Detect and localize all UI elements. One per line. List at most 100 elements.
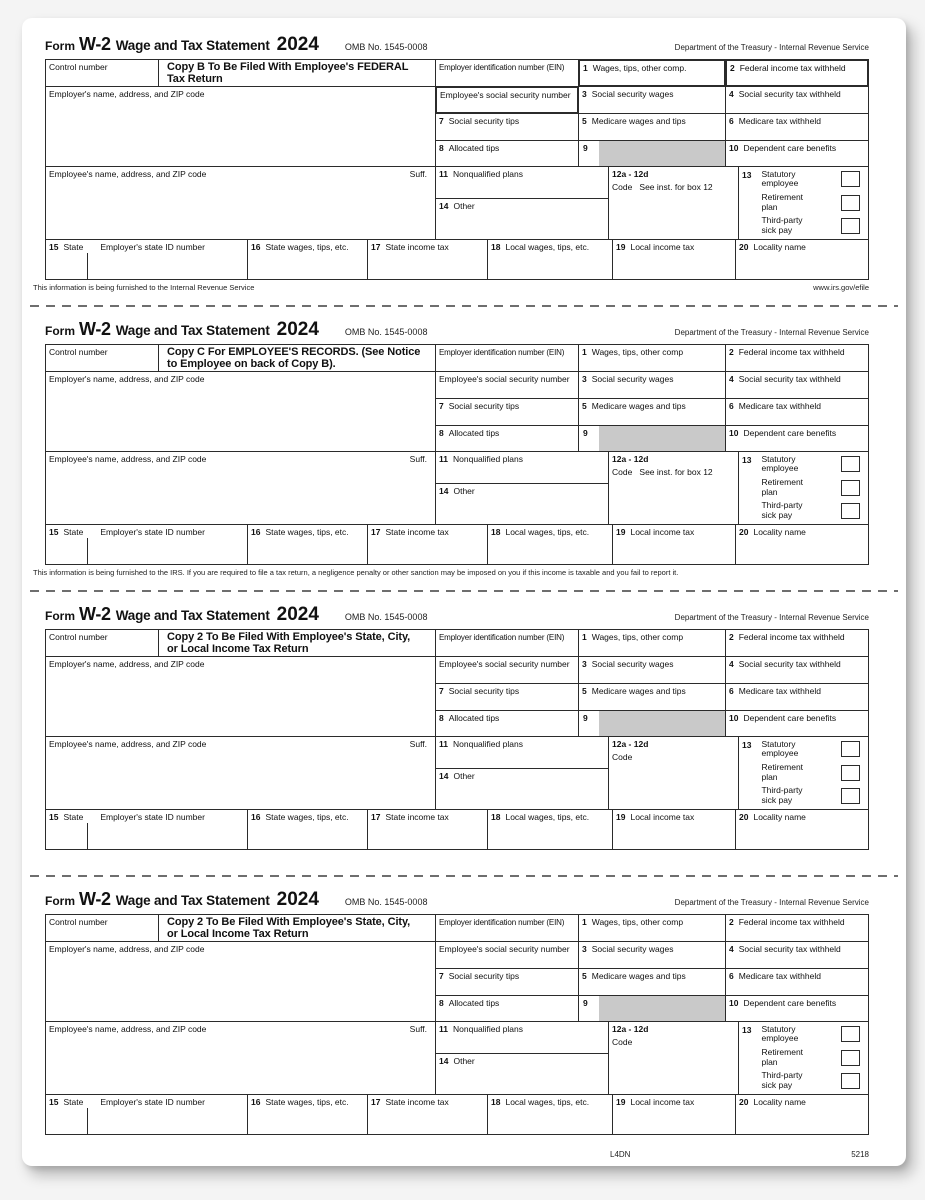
retirement-plan-label: Retirement plan — [761, 477, 804, 497]
box2-label: Federal income tax withheld — [738, 632, 845, 642]
box17-label: State income tax — [385, 812, 449, 822]
box6-label: Medicare tax withheld — [738, 686, 821, 696]
box2-federal-withheld-cell: 2 Federal income tax withheld — [725, 344, 869, 372]
retirement-plan-row: Retirement plan — [761, 193, 862, 212]
third-party-sick-pay-checkbox — [841, 1072, 860, 1089]
box4-number: 4 — [729, 89, 734, 99]
box19-number: 19 — [616, 242, 626, 252]
box20-cell: 20 Locality name — [735, 1094, 869, 1135]
copy-title: Copy 2 To Be Filed With Employee's State… — [167, 631, 411, 655]
box14-cell: 14 Other — [435, 483, 609, 525]
box2-label: Federal income tax withheld — [738, 917, 845, 927]
copy-title-cell: Copy C For EMPLOYEE'S RECORDS. (See Noti… — [158, 344, 436, 372]
retirement-plan-checkbox — [841, 479, 860, 496]
treasury-department-label: Department of the Treasury - Internal Re… — [674, 898, 869, 907]
omb-number: OMB No. 1545-0008 — [344, 327, 428, 337]
box19-number: 19 — [616, 527, 626, 537]
control-number-label: Control number — [49, 632, 108, 642]
box12-code-note: Code See inst. for box 12 — [612, 182, 713, 193]
box17-label: State income tax — [385, 1097, 449, 1107]
box13-number: 13 — [742, 740, 752, 750]
box1-number: 1 — [583, 63, 588, 73]
box7-cell: 7 Social security tips — [435, 398, 579, 426]
box6-cell: 6 Medicare tax withheld — [725, 683, 869, 711]
box18-number: 18 — [491, 242, 501, 252]
control-number-label: Control number — [49, 62, 108, 72]
form-word: Form — [45, 609, 75, 623]
statutory-employee-row: Statutory employee — [761, 1024, 862, 1044]
box13-rows: Statutory employee Retirement plan Third… — [756, 169, 862, 235]
box13-rows: Statutory employee Retirement plan Third… — [756, 1024, 862, 1090]
box3-number: 3 — [582, 944, 587, 954]
box9-shaded-cell: 9 — [578, 425, 726, 452]
ssn-cell: Employee's social security number — [435, 941, 579, 969]
box13-checkboxes-cell: 13 Statutory employee Retirement plan Th… — [738, 451, 869, 525]
box11-label: Nonqualified plans — [453, 739, 523, 749]
box11-label: Nonqualified plans — [453, 1024, 523, 1034]
w2-grid: Control number Copy B To Be Filed With E… — [45, 59, 869, 280]
box12-code-note: Code — [612, 752, 633, 763]
box15-number: 15 — [49, 812, 59, 822]
box12-cell: 12a - 12d Code — [608, 1021, 739, 1095]
box1-label: Wages, tips, other comp — [591, 917, 684, 927]
box17-number: 17 — [371, 527, 381, 537]
box11-cell: 11 Nonqualified plans — [435, 1021, 609, 1054]
suffix-label: Suff. — [409, 169, 427, 179]
product-number: 5218 — [851, 1150, 869, 1159]
box14-label: Other — [453, 486, 475, 496]
box12-code-note: Code See inst. for box 12 — [612, 467, 713, 478]
box19-number: 19 — [616, 1097, 626, 1107]
omb-number: OMB No. 1545-0008 — [344, 612, 428, 622]
box16-number: 16 — [251, 812, 261, 822]
box10-cell: 10 Dependent care benefits — [725, 425, 869, 452]
box15-state-label: State — [63, 812, 84, 822]
copy-title-cell: Copy B To Be Filed With Employee's FEDER… — [158, 59, 436, 87]
box9-number: 9 — [583, 713, 588, 723]
box4-number: 4 — [729, 659, 734, 669]
retirement-plan-label: Retirement plan — [761, 762, 804, 782]
form-footer — [33, 1135, 869, 1148]
ssn-cell: Employee's social security number — [435, 371, 579, 399]
tax-year: 2024 — [276, 34, 319, 55]
retirement-plan-row: Retirement plan — [761, 763, 862, 782]
box5-number: 5 — [582, 401, 587, 411]
ein-label: Employer identification number (EIN) — [439, 633, 565, 642]
statutory-employee-checkbox — [841, 741, 860, 758]
box15-number: 15 — [49, 1097, 59, 1107]
box4-number: 4 — [729, 374, 734, 384]
perforation-dashed-separator — [30, 305, 898, 307]
box1-wages-cell: 1 Wages, tips, other comp — [578, 629, 726, 657]
box8-cell: 8 Allocated tips — [435, 425, 579, 452]
employer-address-cell: Employer's name, address, and ZIP code — [45, 86, 436, 167]
form-title: Wage and Tax Statement — [115, 38, 270, 53]
box5-label: Medicare wages and tips — [591, 401, 686, 411]
employee-address-cell: Employee's name, address, and ZIP code S… — [45, 451, 436, 525]
box18-label: Local wages, tips, etc. — [505, 527, 590, 537]
box2-number: 2 — [729, 917, 734, 927]
third-party-sick-pay-label: Third-party sick pay — [761, 215, 803, 235]
form-word: Form — [45, 324, 75, 338]
box20-label: Locality name — [753, 1097, 806, 1107]
retirement-plan-row: Retirement plan — [761, 1048, 862, 1067]
box11-number: 11 — [439, 169, 448, 179]
copy-title-cell: Copy 2 To Be Filed With Employee's State… — [158, 629, 436, 657]
box4-cell: 4 Social security tax withheld — [725, 941, 869, 969]
box20-number: 20 — [739, 1097, 749, 1107]
box4-cell: 4 Social security tax withheld — [725, 86, 869, 114]
footer-notice: This information is being furnished to t… — [33, 283, 255, 292]
box1-number: 1 — [582, 917, 587, 927]
box7-number: 7 — [439, 401, 444, 411]
retirement-plan-checkbox — [841, 1049, 860, 1066]
copy-title: Copy B To Be Filed With Employee's FEDER… — [167, 61, 409, 85]
box15-number: 15 — [49, 527, 59, 537]
box11-number: 11 — [439, 739, 448, 749]
box3-number: 3 — [582, 374, 587, 384]
box17-number: 17 — [371, 812, 381, 822]
print-codes-row: L4DN 5218 — [45, 1150, 869, 1172]
box19-label: Local income tax — [630, 1097, 695, 1107]
box9-shaded-cell: 9 — [578, 710, 726, 737]
box3-cell: 3 Social security wages — [578, 86, 726, 114]
suffix-label: Suff. — [409, 1024, 427, 1034]
box14-number: 14 — [439, 1056, 449, 1066]
